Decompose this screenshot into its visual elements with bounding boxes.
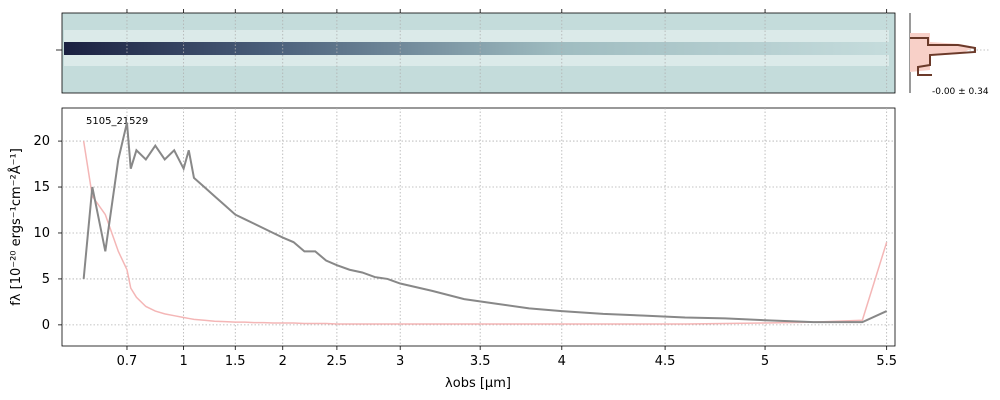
spectrum-line (82, 122, 888, 324)
plot-frame (61, 107, 896, 347)
y-tick-label: 10 (33, 226, 50, 241)
spectrum-trace (64, 42, 889, 55)
y-tick-label: 15 (33, 180, 50, 195)
object-label: 5105_21529 (86, 116, 148, 127)
profile-label: -0.00 ± 0.34 (932, 87, 989, 97)
x-tick-label: 3.5 (470, 354, 491, 369)
x-tick-label: 1 (179, 354, 187, 369)
y-tick-label: 5 (42, 272, 50, 287)
x-tick-label: 2.5 (327, 354, 348, 369)
x-tick-label: 3 (396, 354, 404, 369)
y-tick-label: 0 (42, 318, 50, 333)
x-tick-label: 5 (761, 354, 769, 369)
y-tick-label: 20 (33, 134, 50, 149)
x-axis-label: λobs [μm] (445, 376, 511, 391)
x-tick-label: 1.5 (225, 354, 246, 369)
y-axis-label: fλ [10⁻²⁰ ergs⁻¹cm⁻²Å⁻¹] (8, 148, 24, 306)
x-tick-label: 2 (279, 354, 287, 369)
x-tick-label: 0.7 (117, 354, 138, 369)
x-tick-label: 5.5 (876, 354, 897, 369)
x-tick-label: 4.5 (655, 354, 676, 369)
spectrum-line (82, 140, 888, 325)
x-tick-label: 4 (558, 354, 566, 369)
profile-fill (910, 33, 975, 72)
profile-line (910, 37, 976, 76)
